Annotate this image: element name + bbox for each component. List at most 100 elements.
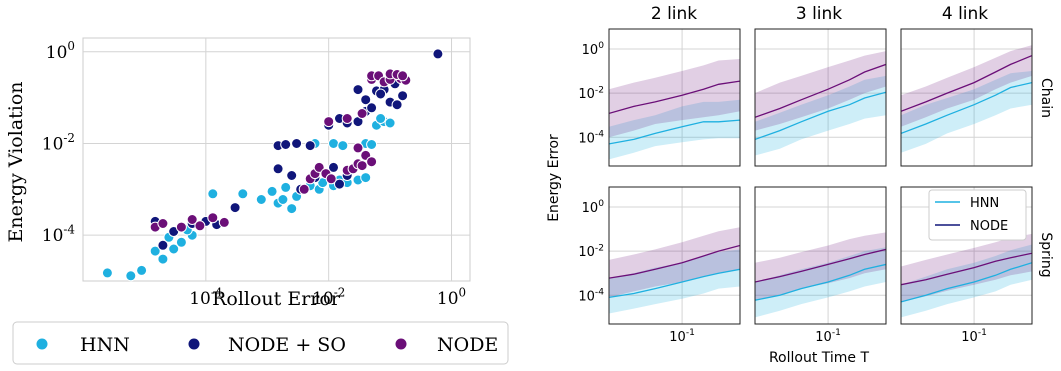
scatter-point-node [186, 214, 198, 225]
panel-body [755, 232, 886, 318]
scatter-point-hnn [360, 172, 372, 184]
scatter-point-node-so [157, 239, 169, 251]
panel-body [755, 51, 886, 156]
scatter-point-hnn [375, 113, 387, 124]
line-node [755, 63, 886, 118]
scatter-point-node [207, 212, 219, 224]
scatter-point-node-so [328, 161, 339, 173]
panels: 100 10-2 10-4 100 10-2 10-4 10-1 10-1 10-1 [578, 28, 1033, 345]
row-label-spring: Spring [1038, 232, 1054, 277]
line-hnn [609, 268, 740, 299]
legend-marker-hnn [36, 338, 48, 350]
scatter-point-hnn [101, 267, 113, 279]
panel-chain-3-link [754, 28, 887, 167]
scatter-y-tick-label: 100 [46, 39, 75, 63]
scatter-point-node [356, 108, 368, 119]
band-hnn [755, 75, 886, 156]
scatter-x-tick-label: 10-4 [189, 285, 222, 309]
panel-frame [900, 28, 1033, 167]
scatter-legend-frame [12, 321, 509, 365]
scatter-point-node [352, 142, 364, 154]
line-node [901, 54, 1032, 112]
scatter-point-node-so [229, 202, 241, 214]
line-hnn [755, 91, 886, 141]
scatter-point-node [157, 218, 169, 229]
legend-label-node-so: NODE + SO [228, 334, 346, 356]
panel-grid-chart: 100 10-2 10-4 100 10-2 10-4 10-1 10-1 10-1 2 lin… [546, 4, 1054, 366]
panel-y-tick-label: 100 [582, 199, 605, 216]
grid-x-axis-label: Rollout Time T [769, 350, 870, 366]
scatter-point-node-so [286, 170, 298, 181]
scatter-point-hnn [366, 139, 378, 150]
scatter-point-node [341, 113, 353, 124]
row-label-chain: Chain [1038, 78, 1054, 118]
panel-spring-3-link: 10-1 [754, 186, 887, 345]
scatter-point-node-so [366, 102, 378, 114]
col-title-4-link: 4 link [942, 4, 988, 24]
band-hnn [609, 99, 740, 160]
panel-x-tick-label: 10-1 [961, 328, 987, 345]
panel-body [901, 233, 1032, 318]
panel-frame [754, 186, 887, 325]
scatter-plot-area [82, 37, 471, 282]
grid-legend-node-label: NODE [970, 219, 1008, 234]
scatter-point-node-so [304, 140, 316, 152]
band-node [901, 233, 1032, 302]
panel-y-tick-label: 10-4 [578, 129, 604, 146]
scatter-point-hnn [168, 243, 180, 255]
scatter-point-hnn [384, 117, 396, 129]
scatter-point-node [194, 220, 206, 232]
scatter-point-hnn [328, 138, 339, 149]
scatter-point-node-so [352, 84, 364, 96]
band-hnn [901, 244, 1032, 318]
scatter-point-node-so [375, 88, 387, 100]
scatter-chart: 10-4 10-2 100 10-4 10-2 100 Rollout Error Ene… [5, 37, 509, 365]
scatter-point-node [175, 221, 187, 233]
line-hnn [901, 262, 1032, 303]
scatter-point-node [218, 216, 230, 228]
scatter-point-node [397, 70, 409, 82]
scatter-point-node-so [397, 90, 409, 102]
scatter-y-tick-label: 10-2 [42, 131, 75, 155]
scatter-point-hnn [175, 236, 187, 248]
line-hnn [755, 263, 886, 301]
line-node [609, 244, 740, 279]
scatter-point-hnn [337, 140, 349, 152]
legend-label-node: NODE [437, 334, 498, 356]
legend-marker-node-so [188, 338, 200, 350]
scatter-point-hnn [125, 270, 137, 282]
panel-y-tick-label: 10-2 [578, 243, 604, 260]
scatter-point-node-so [291, 138, 303, 149]
panel-chain-4-link [900, 28, 1033, 167]
scatter-point-hnn [266, 185, 278, 197]
scatter-legend: HNN NODE + SO NODE [12, 321, 509, 365]
scatter-point-hnn [286, 203, 298, 215]
scatter-point-node-so [280, 139, 292, 150]
line-hnn [901, 81, 1032, 135]
band-hnn [609, 249, 740, 314]
panel-frame [608, 28, 741, 167]
panel-frame [608, 186, 741, 325]
scatter-point-hnn [136, 264, 148, 276]
scatter-point-node [298, 183, 310, 195]
panel-chain-2-link: 100 10-2 10-4 [578, 28, 741, 167]
band-node [609, 59, 740, 138]
scatter-point-node [325, 173, 337, 185]
scatter-point-node-so [272, 163, 284, 175]
scatter-point-node [366, 156, 378, 168]
band-node [755, 51, 886, 131]
scatter-point-hnn [157, 253, 169, 265]
panel-spring-2-link: 100 10-2 10-4 10-1 [578, 186, 741, 345]
legend-label-hnn: HNN [80, 334, 130, 356]
scatter-point-node-so [391, 99, 403, 111]
scatter-point-hnn [255, 194, 267, 205]
band-hnn [901, 71, 1032, 153]
grid-legend: HNN NODE [928, 189, 1027, 241]
panel-frame [900, 186, 1033, 325]
scatter-points [101, 48, 444, 282]
scatter-point-node-so [432, 48, 444, 60]
legend-marker-node [395, 338, 407, 350]
scatter-point-hnn [237, 188, 249, 200]
scatter-ticks: 10-4 10-2 100 10-4 10-2 100 [42, 39, 466, 309]
